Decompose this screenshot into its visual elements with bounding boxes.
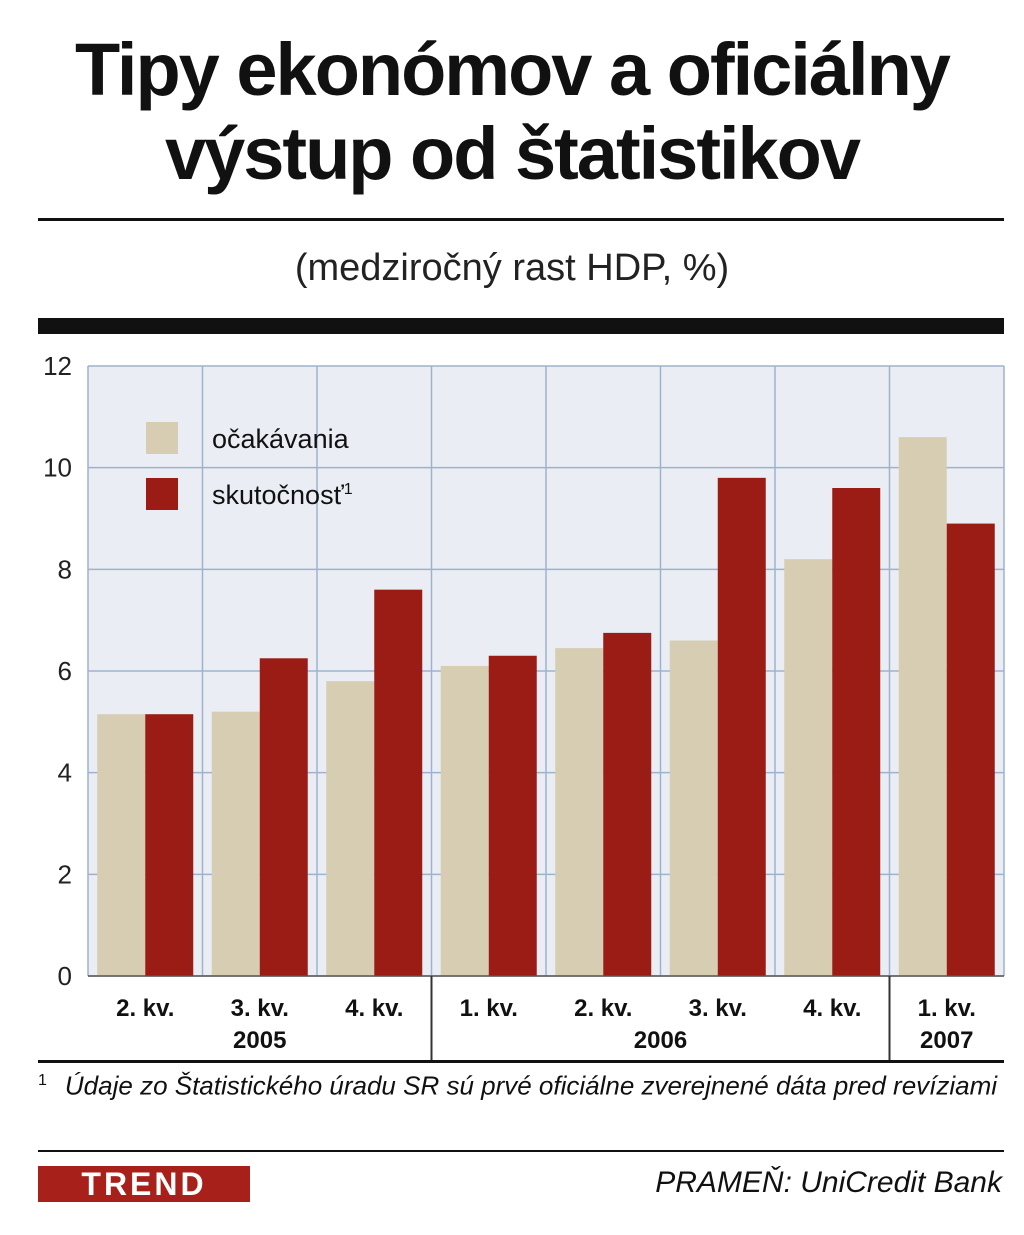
bar-expected: [440, 665, 489, 976]
footer-divider: [38, 1150, 1004, 1152]
year-label: 2007: [920, 1027, 973, 1054]
footnote-mark: 1: [38, 1072, 47, 1089]
x-tick-label: 2. kv.: [116, 995, 174, 1022]
legend-label: očakávania: [212, 424, 350, 454]
bar-actual: [717, 477, 766, 976]
legend-swatch: [146, 422, 178, 454]
x-tick-label: 1. kv.: [918, 995, 976, 1022]
source-label: PRAMEŇ: UniCredit Bank: [655, 1166, 1002, 1199]
bar-expected: [898, 437, 947, 977]
x-tick-label: 4. kv.: [803, 995, 861, 1022]
bar-expected: [97, 714, 146, 976]
title-line-1: Tipy ekonómov a oficiálny: [75, 28, 951, 111]
legend-swatch: [146, 478, 178, 510]
title-divider: [38, 218, 1004, 221]
bar-actual: [488, 655, 537, 976]
bar-expected: [555, 648, 604, 976]
footnote-text: Údaje zo Štatistického úradu SR sú prvé …: [64, 1070, 998, 1101]
chart-title: Tipy ekonómov a oficiálny výstup od štat…: [0, 28, 1024, 196]
bar-actual: [374, 589, 423, 976]
bar-expected: [326, 681, 375, 976]
x-tick-label: 2. kv.: [574, 995, 632, 1022]
header-bar: [38, 318, 1004, 334]
footnote: 1 Údaje zo Štatistického úradu SR sú prvé…: [38, 1064, 1004, 1103]
x-tick-label: 1. kv.: [460, 995, 518, 1022]
y-tick-label: 12: [43, 351, 72, 381]
bar-expected: [669, 640, 718, 976]
bar-actual: [145, 714, 194, 976]
y-tick-label: 8: [58, 554, 72, 584]
y-tick-label: 2: [58, 859, 72, 889]
year-label: 2005: [233, 1027, 286, 1054]
year-label: 2006: [634, 1027, 687, 1054]
bar-expected: [784, 559, 833, 976]
title-line-2: výstup od štatistikov: [164, 112, 861, 195]
footnote-divider: [38, 1060, 1004, 1063]
x-tick-label: 4. kv.: [345, 995, 403, 1022]
trend-logo: TREND: [38, 1166, 250, 1202]
bar-actual: [832, 488, 881, 976]
bar-expected: [211, 711, 260, 976]
chart-subtitle: (medziročný rast HDP, %): [294, 247, 730, 289]
legend-label: skutočnosť1: [212, 480, 353, 510]
bar-actual: [603, 632, 652, 976]
y-tick-label: 10: [43, 453, 72, 483]
bar-actual: [946, 523, 995, 976]
bar-actual: [259, 658, 308, 976]
y-tick-label: 4: [58, 758, 72, 788]
y-tick-label: 0: [58, 961, 72, 991]
y-tick-label: 6: [58, 656, 72, 686]
x-tick-label: 3. kv.: [689, 995, 747, 1022]
bar-chart: 0 2 4 6 8 10 12 2. kv. 3. kv. 4. kv. 1. kv. 2. kv. 3…: [43, 351, 1005, 1060]
x-tick-label: 3. kv.: [231, 995, 289, 1022]
legend-footnote-mark: 1: [344, 481, 353, 498]
